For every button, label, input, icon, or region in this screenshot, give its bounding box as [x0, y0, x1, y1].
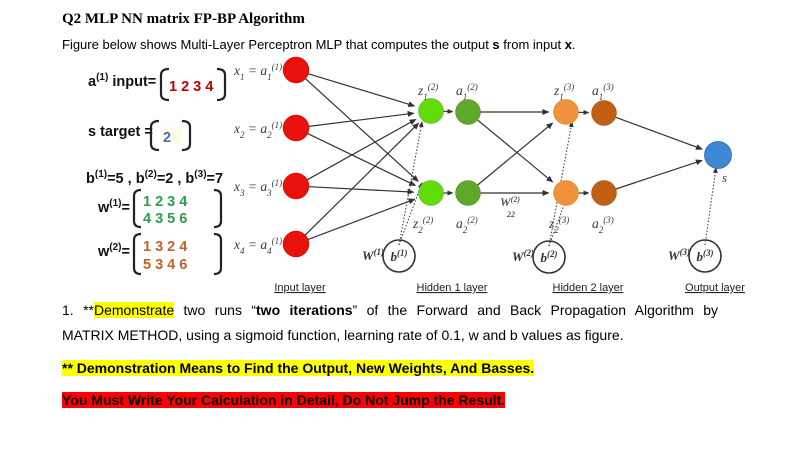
svg-text:Input layer: Input layer: [274, 282, 326, 294]
svg-text:22: 22: [506, 210, 515, 219]
svg-text:x1 = a1(1): x1 = a1(1): [233, 62, 282, 82]
svg-text:b(2): b(2): [541, 249, 558, 265]
svg-text:z2(2): z2(2): [412, 215, 433, 235]
svg-text:a2(3): a2(3): [592, 215, 614, 235]
svg-text:a2(2): a2(2): [456, 215, 478, 235]
svg-text:W(1): W(1): [362, 247, 384, 263]
svg-text:Hidden 1 layer: Hidden 1 layer: [417, 282, 488, 294]
svg-text:Output layer: Output layer: [685, 282, 745, 294]
svg-text:z1(3): z1(3): [553, 82, 574, 102]
svg-text:W(2): W(2): [512, 248, 534, 264]
svg-text:a1(3): a1(3): [592, 82, 614, 102]
svg-text:x4 = a4(1): x4 = a4(1): [233, 236, 282, 256]
svg-text:b(3): b(3): [697, 248, 714, 264]
svg-text:Hidden 2 layer: Hidden 2 layer: [553, 282, 624, 294]
svg-text:x2 = a2(1): x2 = a2(1): [233, 120, 282, 140]
svg-text:s: s: [722, 170, 727, 185]
svg-text:W(2): W(2): [500, 195, 520, 210]
svg-text:W(3): W(3): [668, 247, 690, 263]
svg-text:b(1): b(1): [391, 248, 408, 264]
svg-text:x3 = a3(1): x3 = a3(1): [233, 178, 282, 198]
svg-text:a1(2): a1(2): [456, 82, 478, 102]
